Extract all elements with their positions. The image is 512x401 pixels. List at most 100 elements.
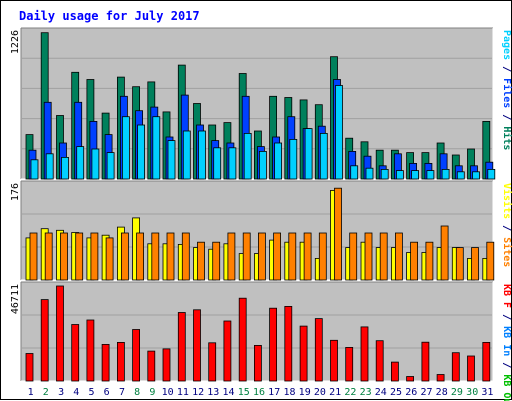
bar-pages xyxy=(365,167,374,180)
bar-kb-f xyxy=(345,346,354,382)
bar-kb-f xyxy=(436,374,445,382)
x-tick-label: 25 xyxy=(390,387,402,398)
bar-kb-f xyxy=(451,352,460,382)
y-max-label: 176 xyxy=(10,183,21,201)
bar-sites xyxy=(303,232,312,281)
bar-sites xyxy=(151,232,160,281)
x-tick-label: 6 xyxy=(104,387,110,398)
legend-part: / xyxy=(501,308,512,326)
x-tick-label: 18 xyxy=(283,387,295,398)
bar-kb-f xyxy=(421,341,430,382)
panel-hits: 1226 Pages / Files / Hits xyxy=(10,27,512,180)
x-tick-label: 19 xyxy=(299,387,311,398)
bar-pages xyxy=(45,153,54,180)
bar-kb-f xyxy=(132,329,141,382)
bar-pages xyxy=(395,170,404,180)
bar-kb-f xyxy=(269,307,278,382)
bar-kb-f xyxy=(467,355,475,382)
bar-pages xyxy=(441,168,450,180)
panel-kbytes: 46711 KB F / KB In / KB Out xyxy=(10,281,512,401)
bar-kb-f xyxy=(375,340,384,382)
legend-part: / xyxy=(501,219,512,237)
bar-sites xyxy=(486,241,495,281)
bar-sites xyxy=(181,232,190,281)
x-tick-label: 22 xyxy=(344,387,356,398)
bar-pages xyxy=(137,124,146,180)
x-tick-label: 30 xyxy=(466,387,478,398)
x-tick-label: 4 xyxy=(73,387,79,398)
bar-kb-f xyxy=(40,299,49,382)
bar-sites xyxy=(455,247,464,281)
bar-sites xyxy=(349,232,358,281)
bar-pages xyxy=(319,132,328,180)
bar-sites xyxy=(471,247,479,281)
bar-pages xyxy=(122,116,130,180)
legend-label: KB F / KB In / KB Out xyxy=(501,284,512,401)
bar-kb-f xyxy=(117,341,125,382)
legend-label: Visits / Sites xyxy=(501,183,512,267)
bar-kb-f xyxy=(25,353,34,382)
bar-pages xyxy=(304,128,313,180)
x-tick-label: 15 xyxy=(238,387,250,398)
bar-sites xyxy=(227,232,236,281)
legend-part: Visits xyxy=(501,183,512,219)
bar-pages xyxy=(487,168,496,180)
x-tick-label: 5 xyxy=(88,387,94,398)
bar-pages xyxy=(335,85,343,180)
x-tick-label: 28 xyxy=(436,387,448,398)
bar-sites xyxy=(75,232,84,281)
bar-pages xyxy=(426,170,435,180)
x-tick-label: 2 xyxy=(43,387,49,398)
bar-kb-f xyxy=(390,361,399,382)
bar-sites xyxy=(273,232,282,281)
bar-kb-f xyxy=(86,319,95,382)
x-tick-label: 17 xyxy=(268,387,280,398)
x-tick-label: 1 xyxy=(28,387,34,398)
bar-pages xyxy=(91,148,100,180)
x-tick-label: 16 xyxy=(253,387,265,398)
y-max-label: 1226 xyxy=(10,30,21,54)
bar-pages xyxy=(76,146,85,180)
bar-pages xyxy=(289,138,298,180)
bar-sites xyxy=(105,237,114,281)
bar-sites xyxy=(29,232,38,281)
bar-kb-f xyxy=(208,342,217,382)
bar-kb-f xyxy=(253,344,262,382)
panel-sites: 176 Visits / Sites xyxy=(10,180,512,281)
bar-pages xyxy=(182,130,191,180)
bar-sites xyxy=(257,232,266,281)
x-tick-label: 21 xyxy=(329,387,341,398)
bar-kb-f xyxy=(147,350,156,382)
x-axis-labels: 1 2 3 4 5 6 7 8 9 10 11 12 13 14 15 16 17 18 19 20 21 22 23 24 2… xyxy=(28,387,494,398)
x-tick-label: 10 xyxy=(162,387,174,398)
x-tick-label: 11 xyxy=(177,387,189,398)
legend-part: Pages xyxy=(501,30,512,60)
bar-pages xyxy=(213,147,222,180)
legend-part: KB F xyxy=(501,284,512,308)
bar-kb-f xyxy=(193,309,201,382)
y-max-label: 46711 xyxy=(10,284,21,314)
bar-sites xyxy=(394,232,403,281)
bar-sites xyxy=(364,232,373,281)
bar-kb-f xyxy=(330,339,338,382)
bar-pages xyxy=(61,156,69,180)
bar-pages xyxy=(472,171,480,180)
bar-sites xyxy=(425,241,434,281)
bar-sites xyxy=(44,232,53,281)
legend-part: KB Out xyxy=(501,374,512,401)
legend-label: Pages / Files / Hits xyxy=(501,30,512,150)
bar-pages xyxy=(198,130,206,180)
x-tick-label: 31 xyxy=(481,387,493,398)
bar-sites xyxy=(318,232,327,281)
bar-kb-f xyxy=(299,325,308,382)
x-tick-label: 24 xyxy=(375,387,387,398)
legend-part: / xyxy=(501,108,512,126)
legend-part: Files xyxy=(501,78,512,108)
bar-kb-f xyxy=(101,343,110,382)
bar-pages xyxy=(106,152,115,180)
bar-pages xyxy=(167,140,176,180)
bar-kb-f xyxy=(223,320,232,382)
